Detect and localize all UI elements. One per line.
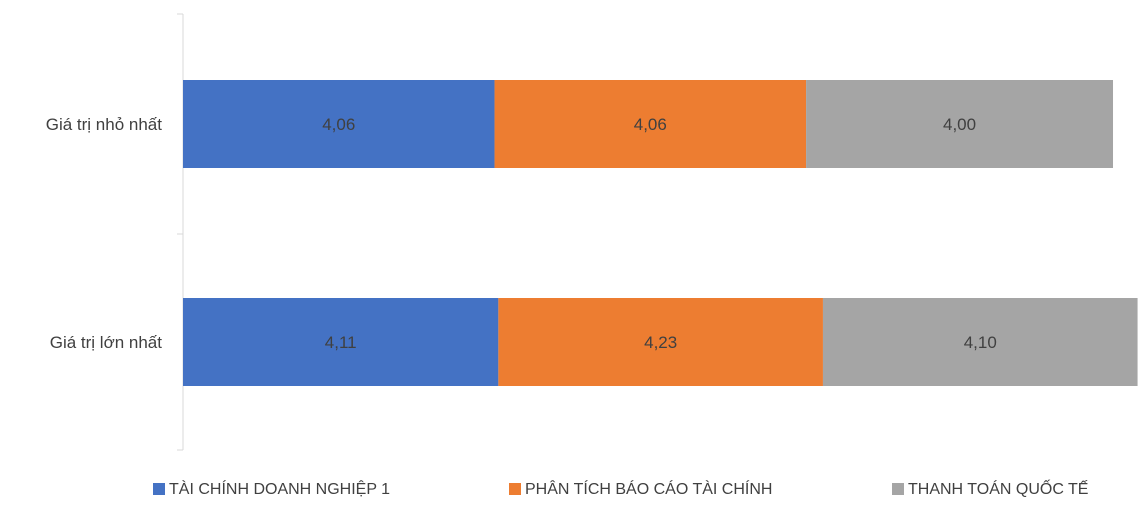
legend-label-0: TÀI CHÍNH DOANH NGHIỆP 1 (169, 479, 390, 498)
category-label-0: Giá trị nhỏ nhất (46, 115, 163, 134)
bar-segment-0-1 (494, 80, 807, 168)
legend-swatch-1 (509, 483, 521, 495)
bar-segment-1-0 (183, 298, 499, 386)
legend: TÀI CHÍNH DOANH NGHIỆP 1 PHÂN TÍCH BÁO CÁ… (153, 478, 1088, 498)
data-label-1-0: 4,11 (325, 333, 357, 352)
legend-label-2: THANH TOÁN QUỐC TẾ (908, 478, 1088, 498)
legend-swatch-0 (153, 483, 165, 495)
axis-layer: Giá trị nhỏ nhất Giá trị lớn nhất (46, 13, 184, 451)
labels-layer: 4,06 4,06 4,00 4,11 4,23 4,10 (322, 115, 997, 352)
data-label-1-2: 4,10 (964, 333, 997, 352)
bar-segment-0-0 (183, 80, 495, 168)
data-label-1-1: 4,23 (644, 333, 677, 352)
data-label-0-0: 4,06 (322, 115, 355, 134)
category-label-1: Giá trị lớn nhất (50, 333, 163, 352)
bar-segment-0-2 (806, 80, 1114, 168)
data-label-0-2: 4,00 (943, 115, 976, 134)
data-label-0-1: 4,06 (634, 115, 667, 134)
legend-label-1: PHÂN TÍCH BÁO CÁO TÀI CHÍNH (525, 479, 772, 498)
bar-segment-1-2 (822, 298, 1138, 386)
legend-swatch-2 (892, 483, 904, 495)
bar-segment-1-1 (498, 298, 823, 386)
bars-layer (183, 80, 1138, 386)
